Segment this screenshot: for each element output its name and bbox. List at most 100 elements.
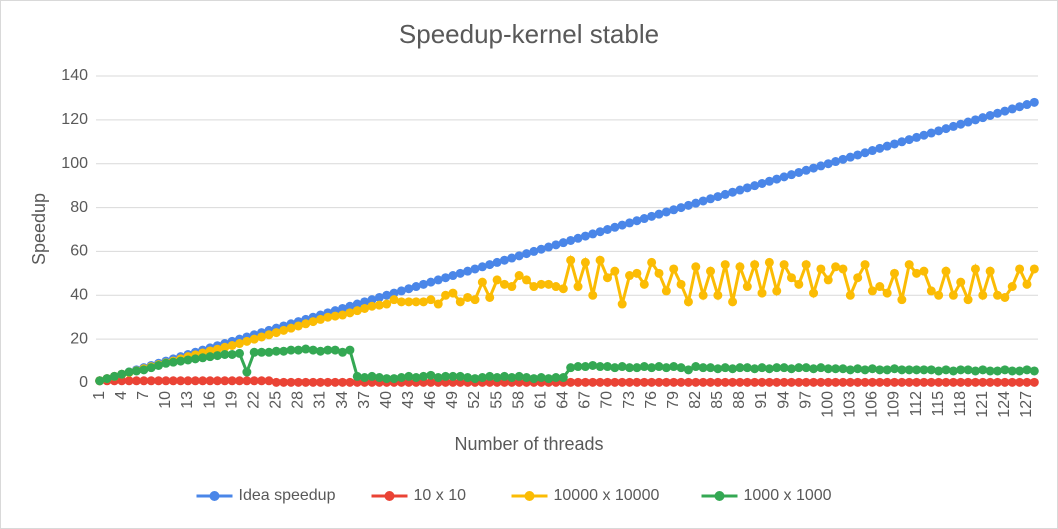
data-point — [956, 377, 966, 387]
data-point — [492, 257, 502, 267]
data-point — [963, 365, 973, 375]
data-point — [595, 362, 605, 372]
data-point — [323, 345, 333, 355]
data-point — [227, 349, 237, 359]
data-point — [168, 376, 178, 386]
data-point — [764, 377, 774, 387]
legend-label: 1000 x 1000 — [744, 487, 832, 504]
data-point — [1007, 104, 1017, 114]
data-point — [889, 268, 899, 278]
data-point — [661, 286, 671, 296]
data-point — [1029, 264, 1039, 274]
data-point — [1015, 264, 1025, 274]
data-point — [941, 124, 951, 134]
data-point — [566, 235, 576, 245]
data-point — [956, 277, 966, 287]
x-tick-label: 115 — [930, 391, 947, 417]
data-point — [919, 377, 929, 387]
data-point — [750, 364, 760, 374]
data-point — [757, 377, 767, 387]
data-point — [912, 365, 922, 375]
data-point — [544, 374, 554, 384]
data-point — [1015, 377, 1025, 387]
data-point — [897, 377, 907, 387]
x-tick-label: 106 — [864, 391, 881, 418]
data-point — [198, 376, 208, 386]
data-point — [625, 363, 635, 373]
data-point — [978, 113, 988, 123]
data-point — [683, 365, 693, 375]
data-point — [691, 377, 701, 387]
data-point — [463, 373, 473, 383]
data-point — [875, 282, 885, 292]
x-tick-label: 46 — [422, 391, 439, 409]
data-point — [764, 364, 774, 374]
data-point — [970, 377, 980, 387]
data-point — [926, 377, 936, 387]
data-point — [485, 260, 495, 270]
data-point — [257, 332, 267, 342]
data-point — [654, 209, 664, 219]
data-point — [492, 275, 502, 285]
data-point — [912, 377, 922, 387]
data-point — [978, 365, 988, 375]
data-point — [801, 260, 811, 270]
x-tick-label: 61 — [532, 391, 549, 409]
data-point — [264, 376, 274, 386]
data-point — [838, 364, 848, 374]
data-point — [315, 346, 325, 356]
data-point — [433, 373, 443, 383]
data-point — [816, 363, 826, 373]
data-point — [786, 273, 796, 283]
data-point — [786, 364, 796, 374]
data-point — [978, 290, 988, 300]
data-point — [315, 314, 325, 324]
data-point — [242, 336, 252, 346]
x-tick-label: 13 — [179, 391, 196, 409]
x-tick-label: 64 — [555, 391, 572, 409]
data-point — [1029, 377, 1039, 387]
data-point — [146, 376, 156, 386]
data-point — [816, 264, 826, 274]
data-point — [301, 319, 311, 329]
data-point — [448, 371, 458, 381]
data-point — [463, 292, 473, 302]
x-tick-label: 112 — [908, 391, 925, 417]
data-point — [338, 303, 348, 313]
data-point — [786, 170, 796, 180]
data-point — [396, 286, 406, 296]
data-point — [786, 377, 796, 387]
legend-label: Idea speedup — [239, 487, 336, 504]
data-point — [573, 362, 583, 372]
data-point — [352, 371, 362, 381]
data-point — [985, 377, 995, 387]
data-point — [978, 377, 988, 387]
data-point — [360, 373, 370, 383]
data-point — [279, 325, 289, 335]
data-point — [845, 290, 855, 300]
data-point — [470, 374, 480, 384]
data-point — [249, 376, 259, 386]
x-tick-label: 16 — [201, 391, 218, 409]
data-point — [683, 377, 693, 387]
data-point — [794, 167, 804, 177]
data-point — [926, 128, 936, 138]
data-point — [867, 146, 877, 156]
data-point — [117, 376, 127, 386]
x-tick-label: 100 — [819, 391, 836, 418]
y-tick-label: 80 — [70, 199, 88, 216]
data-point — [713, 192, 723, 202]
data-point — [632, 268, 642, 278]
data-point — [838, 264, 848, 274]
data-point — [102, 374, 112, 384]
data-point — [764, 257, 774, 267]
data-point — [301, 344, 311, 354]
data-point — [1000, 377, 1010, 387]
data-point — [507, 253, 517, 263]
data-point — [860, 260, 870, 270]
data-point — [661, 363, 671, 373]
data-point — [279, 377, 289, 387]
x-tick-label: 121 — [974, 391, 991, 418]
y-tick-label: 20 — [70, 330, 88, 347]
data-point — [882, 365, 892, 375]
